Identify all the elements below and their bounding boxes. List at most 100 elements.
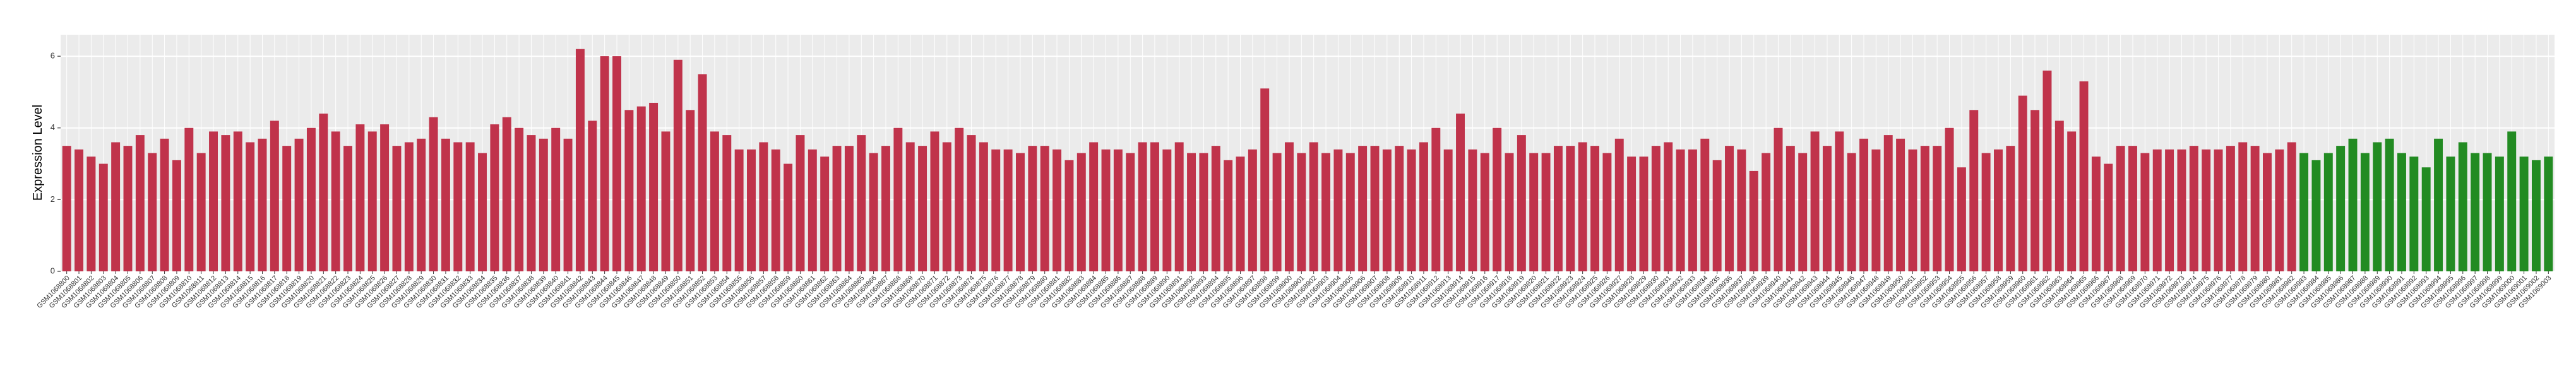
bar <box>1859 138 1868 271</box>
bar <box>918 146 927 271</box>
bar <box>1113 149 1123 271</box>
bar <box>1639 156 1649 271</box>
bar <box>857 135 866 271</box>
bar <box>1835 131 1844 271</box>
bar <box>429 117 438 271</box>
bar <box>1822 146 1832 271</box>
bar <box>2409 156 2419 271</box>
bar <box>367 131 377 271</box>
bar <box>2544 156 2553 271</box>
bar <box>2531 160 2541 271</box>
bar <box>844 146 854 271</box>
bar <box>62 146 71 271</box>
y-axis-title: Expression Level <box>31 105 45 201</box>
bar <box>1028 146 1037 271</box>
bar <box>294 138 304 271</box>
bar <box>588 121 597 271</box>
bar <box>2471 153 2480 271</box>
bar <box>2006 146 2015 271</box>
bar <box>75 149 84 271</box>
bar <box>86 156 96 271</box>
bar <box>1933 146 1942 271</box>
bar <box>1272 153 1282 271</box>
bar <box>2495 156 2504 271</box>
bar <box>404 142 414 271</box>
bar <box>123 146 133 271</box>
bar <box>2091 156 2101 271</box>
bar <box>2238 142 2248 271</box>
bar <box>111 142 121 271</box>
bar <box>1224 160 1233 271</box>
bar <box>2421 167 2431 271</box>
bar <box>478 153 487 271</box>
bar <box>2116 146 2125 271</box>
bar <box>453 142 463 271</box>
bar <box>1407 149 1416 271</box>
bar <box>2434 138 2443 271</box>
bar <box>2226 146 2235 271</box>
bar <box>2507 131 2517 271</box>
bar <box>1774 127 1783 271</box>
bar <box>1493 127 1502 271</box>
bar <box>1602 153 1612 271</box>
plot-panel <box>61 35 2555 271</box>
bar <box>1920 146 1929 271</box>
bar <box>1199 153 1208 271</box>
bar <box>233 131 242 271</box>
bar <box>881 146 890 271</box>
bar <box>2177 149 2186 271</box>
bar <box>2263 153 2272 271</box>
bar <box>490 124 499 271</box>
bar <box>2336 146 2346 271</box>
bar <box>1443 149 1453 271</box>
bar <box>1981 153 1991 271</box>
bar <box>1126 153 1135 271</box>
bar <box>734 149 744 271</box>
bar <box>1810 131 1820 271</box>
bar <box>905 142 915 271</box>
bar <box>392 146 402 271</box>
bar <box>2152 149 2162 271</box>
bar <box>869 153 878 271</box>
bar <box>967 135 976 271</box>
bar <box>502 117 511 271</box>
bar <box>1871 149 1881 271</box>
bar <box>148 153 157 271</box>
y-tick-label: 2 <box>51 194 55 204</box>
bar <box>673 59 683 271</box>
bar <box>1590 146 1599 271</box>
bar <box>1969 110 1979 271</box>
bar <box>1664 142 1673 271</box>
bar <box>1798 153 1808 271</box>
bar <box>1614 138 1624 271</box>
bar <box>1076 153 1086 271</box>
bar <box>1382 149 1392 271</box>
bar <box>282 146 292 271</box>
bar <box>1052 149 1062 271</box>
bar <box>2079 81 2089 271</box>
bar <box>1945 127 1954 271</box>
bar <box>1101 149 1111 271</box>
bar <box>1064 160 1074 271</box>
bar <box>1089 142 1099 271</box>
bar <box>2067 131 2077 271</box>
bar <box>551 127 561 271</box>
bar <box>612 56 621 271</box>
bar <box>1187 153 1196 271</box>
bar <box>160 138 169 271</box>
bar <box>710 131 719 271</box>
bar <box>1505 153 1514 271</box>
bar <box>1517 135 1526 271</box>
bar <box>2128 146 2137 271</box>
bar <box>1883 135 1893 271</box>
bar <box>2458 142 2467 271</box>
bar <box>331 131 340 271</box>
bar <box>2189 146 2198 271</box>
bar <box>575 49 585 272</box>
bar <box>563 138 573 271</box>
bar <box>2323 153 2333 271</box>
bar <box>270 121 279 271</box>
bar <box>2446 156 2455 271</box>
bar <box>784 163 793 271</box>
